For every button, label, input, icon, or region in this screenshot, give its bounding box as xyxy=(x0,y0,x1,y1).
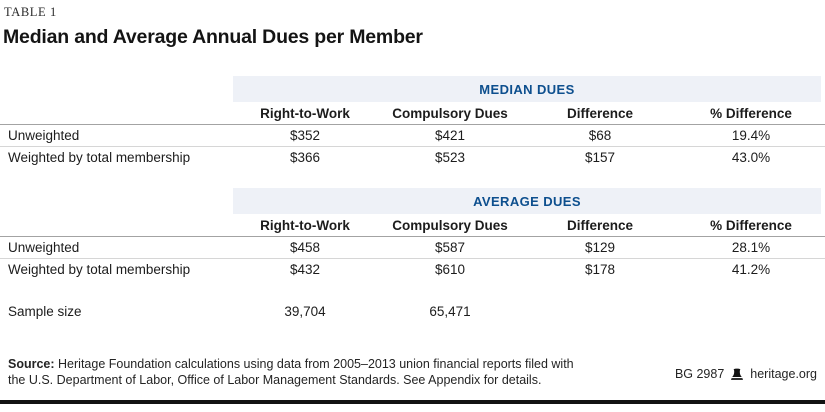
cell-value: 19.4% xyxy=(731,128,771,143)
table-number: TABLE 1 xyxy=(4,5,57,19)
row-label: Unweighted xyxy=(8,128,80,143)
column-header-difference: Difference xyxy=(566,217,634,233)
bottom-rule xyxy=(0,400,825,404)
column-header-right-to-work: Right-to-Work xyxy=(260,105,350,121)
median-dues-band: MEDIAN DUES xyxy=(233,76,821,102)
source-line2: the U.S. Department of Labor, Office of … xyxy=(8,373,542,387)
table-row: Unweighted $352 $421 $68 19.4% xyxy=(0,125,825,147)
table-row: Weighted by total membership $432 $610 $… xyxy=(0,259,825,280)
sample-size-row: Sample size 39,704 65,471 xyxy=(0,301,825,321)
cell-value: $366 xyxy=(289,150,321,165)
cell-value: $421 xyxy=(434,128,466,143)
page-title: Median and Average Annual Dues per Membe… xyxy=(3,26,423,48)
column-header-pct-difference: % Difference xyxy=(710,105,792,121)
row-label: Weighted by total membership xyxy=(8,262,191,277)
median-dues-table: MEDIAN DUES Right-to-Work Compulsory Due… xyxy=(0,76,825,168)
sample-size-compulsory: 65,471 xyxy=(429,303,471,319)
cell-value: $157 xyxy=(584,150,616,165)
section-band-label: AVERAGE DUES xyxy=(473,193,581,209)
website-link[interactable]: heritage.org xyxy=(750,367,817,381)
cell-value: $68 xyxy=(588,128,612,143)
cell-value: $458 xyxy=(289,240,321,255)
column-header-pct-difference: % Difference xyxy=(710,217,792,233)
credit: BG 2987 heritage.org xyxy=(675,367,817,381)
column-header-compulsory-dues: Compulsory Dues xyxy=(392,217,508,233)
column-header-row: Right-to-Work Compulsory Dues Difference… xyxy=(0,102,825,125)
cell-value: 28.1% xyxy=(731,240,771,255)
cell-value: $129 xyxy=(584,240,616,255)
row-label: Weighted by total membership xyxy=(8,150,191,165)
source-line1: Heritage Foundation calculations using d… xyxy=(58,357,574,371)
cell-value: $523 xyxy=(434,150,466,165)
row-label: Unweighted xyxy=(8,240,80,255)
cell-value: $178 xyxy=(584,262,616,277)
cell-value: $610 xyxy=(434,262,466,277)
cell-value: $352 xyxy=(289,128,321,143)
column-header-compulsory-dues: Compulsory Dues xyxy=(392,105,508,121)
sample-size-label: Sample size xyxy=(8,303,82,319)
sample-size-right-to-work: 39,704 xyxy=(284,303,326,319)
source-label: Source: xyxy=(8,357,55,371)
report-id: BG 2987 xyxy=(674,367,725,381)
cell-value: $587 xyxy=(434,240,466,255)
average-dues-table: AVERAGE DUES Right-to-Work Compulsory Du… xyxy=(0,188,825,280)
cell-value: $432 xyxy=(289,262,321,277)
column-header-row: Right-to-Work Compulsory Dues Difference… xyxy=(0,214,825,237)
heritage-bell-icon xyxy=(730,368,744,381)
table-row: Unweighted $458 $587 $129 28.1% xyxy=(0,237,825,259)
table-row: Weighted by total membership $366 $523 $… xyxy=(0,147,825,168)
average-dues-band: AVERAGE DUES xyxy=(233,188,821,214)
section-band-label: MEDIAN DUES xyxy=(479,81,575,97)
cell-value: 43.0% xyxy=(731,150,771,165)
source-note: Source: Heritage Foundation calculations… xyxy=(8,356,608,388)
cell-value: 41.2% xyxy=(731,262,771,277)
column-header-difference: Difference xyxy=(566,105,634,121)
column-header-right-to-work: Right-to-Work xyxy=(260,217,350,233)
